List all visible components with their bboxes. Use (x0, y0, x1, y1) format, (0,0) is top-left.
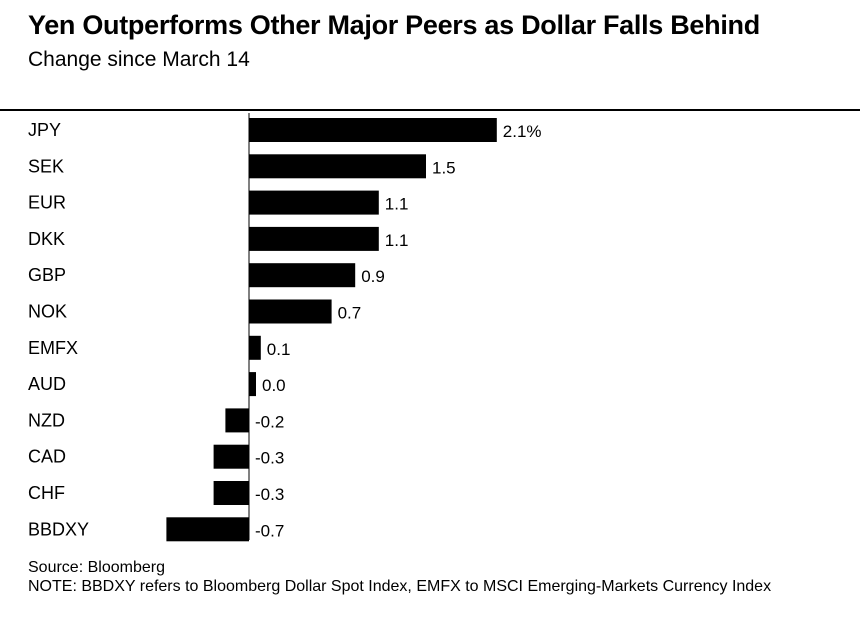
category-label-jpy: JPY (28, 120, 61, 140)
category-label-dkk: DKK (28, 229, 65, 249)
value-label-nok: 0.7 (338, 304, 362, 323)
value-label-jpy: 2.1% (503, 122, 542, 141)
value-label-gbp: 0.9 (361, 267, 385, 286)
category-label-aud: AUD (28, 374, 66, 394)
category-label-nok: NOK (28, 302, 67, 322)
value-label-chf: -0.3 (255, 485, 284, 504)
value-label-aud: 0.0 (262, 376, 286, 395)
bar-chf (213, 481, 249, 505)
category-label-emfx: EMFX (28, 338, 78, 358)
bar-cad (213, 444, 249, 469)
bar-chart: JPY 2.1% SEK 1.5 EUR 1.1 DKK 1.1 GBP 0.9 NOK 0.7 EMF… (28, 113, 542, 542)
category-label-eur: EUR (28, 193, 66, 213)
category-label-sek: SEK (28, 156, 64, 176)
category-label-chf: CHF (28, 483, 65, 503)
bar-bbdxy (166, 517, 249, 542)
bar-dkk (249, 226, 379, 251)
value-label-cad: -0.3 (255, 449, 284, 468)
chart-title: Yen Outperforms Other Major Peers as Dol… (28, 10, 760, 40)
category-label-cad: CAD (28, 447, 66, 467)
value-label-eur: 1.1 (385, 195, 409, 214)
category-label-bbdxy: BBDXY (28, 519, 89, 539)
header-rule (0, 109, 860, 111)
bar-eur (249, 190, 379, 215)
value-label-nzd: -0.2 (255, 412, 284, 431)
value-label-dkk: 1.1 (385, 231, 409, 250)
bar-nzd (225, 408, 249, 433)
bar-emfx (249, 335, 261, 360)
footnote: NOTE: BBDXY refers to Bloomberg Dollar S… (28, 578, 772, 595)
chart-footer: Source: Bloomberg NOTE: BBDXY refers to … (28, 558, 848, 596)
value-label-sek: 1.5 (432, 158, 456, 177)
bar-aud (249, 372, 256, 397)
bar-nok (249, 299, 332, 324)
value-label-bbdxy: -0.7 (255, 521, 284, 540)
bar-jpy (249, 118, 497, 142)
chart-subtitle: Change since March 14 (28, 48, 250, 71)
category-label-nzd: NZD (28, 410, 65, 430)
value-label-emfx: 0.1 (267, 340, 291, 359)
source-note: Source: Bloomberg (28, 559, 165, 576)
category-label-gbp: GBP (28, 265, 66, 285)
bar-sek (249, 154, 426, 179)
bar-gbp (249, 263, 356, 288)
